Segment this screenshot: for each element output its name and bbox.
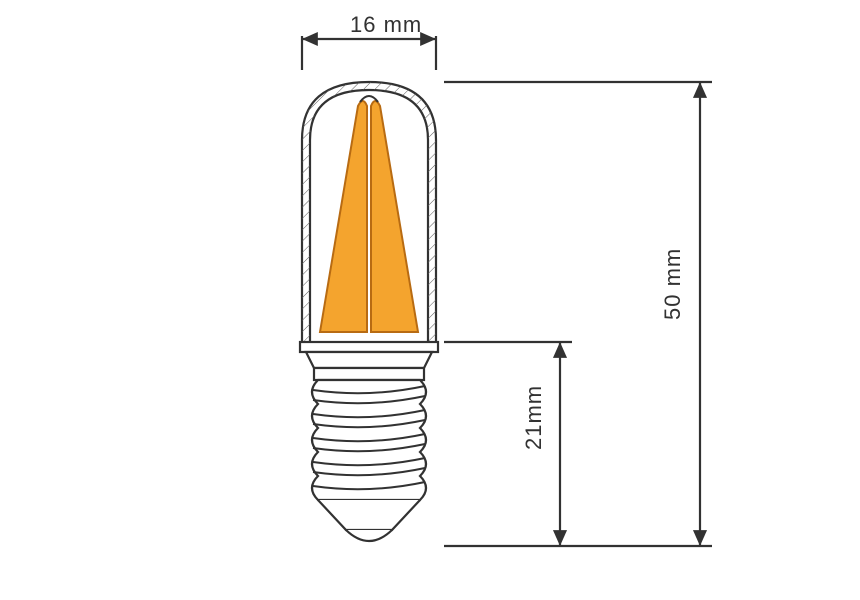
dim-width-label: 16 mm [350,12,422,37]
dim-width: 16 mm [302,12,436,70]
bulb-dimension-diagram: 16 mm 50 mm 21mm [0,0,860,600]
dim-base-height: 21mm [444,342,572,546]
glass-wall-hatch [302,82,436,342]
screw-base [312,380,426,541]
dim-base-height-label: 21mm [521,385,546,450]
filaments [320,101,418,332]
glass-outer [302,82,436,342]
collar [300,342,438,380]
dim-height: 50 mm [444,82,712,546]
bulb-drawing [300,82,438,541]
dim-height-label: 50 mm [660,248,685,320]
